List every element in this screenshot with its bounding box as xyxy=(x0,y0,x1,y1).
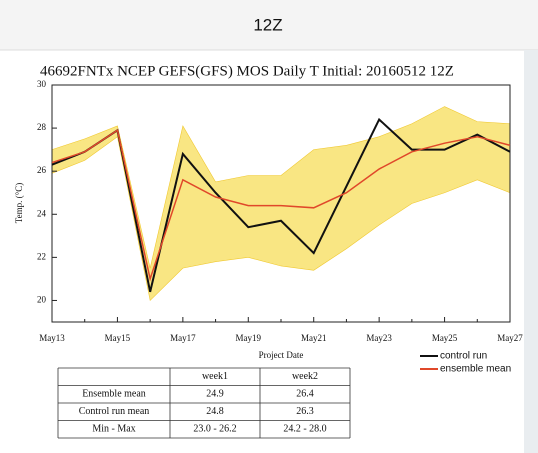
x-tick-label: May23 xyxy=(366,333,392,343)
y-tick-label: 24 xyxy=(37,208,47,218)
table-cell: 26.3 xyxy=(296,406,314,417)
table-cell: 24.2 - 28.0 xyxy=(283,424,326,435)
table-cell: 24.9 xyxy=(206,389,224,400)
y-tick-label: 28 xyxy=(37,122,47,132)
legend-label: control run xyxy=(440,351,487,362)
table-cell: Ensemble mean xyxy=(82,389,146,400)
x-tick-label: May17 xyxy=(170,333,196,343)
table-cell: 23.0 - 26.2 xyxy=(193,424,236,435)
header-title: 12Z xyxy=(253,15,282,34)
x-tick-label: May15 xyxy=(105,333,131,343)
x-tick-label: May27 xyxy=(497,333,523,343)
table-header: week1 xyxy=(202,371,228,382)
legend-label: ensemble mean xyxy=(440,364,511,375)
y-tick-label: 22 xyxy=(37,251,46,261)
side-strip xyxy=(524,50,538,453)
table-cell: Control run mean xyxy=(79,406,150,417)
y-tick-label: 26 xyxy=(37,165,47,175)
y-tick-label: 20 xyxy=(37,295,47,305)
chart-title: 46692FNTx NCEP GEFS(GFS) MOS Daily T Ini… xyxy=(40,63,454,79)
table-cell: 26.4 xyxy=(296,389,314,400)
y-tick-label: 30 xyxy=(37,79,47,89)
table-header: week2 xyxy=(292,371,318,382)
x-tick-label: May21 xyxy=(301,333,327,343)
table-cell: Min - Max xyxy=(92,424,135,435)
x-axis-label: Project Date xyxy=(259,350,304,360)
x-tick-label: May13 xyxy=(39,333,65,343)
screen: 12Z 46692FNTx NCEP GEFS(GFS) MOS Daily T… xyxy=(0,0,538,453)
x-tick-label: May19 xyxy=(236,333,262,343)
table-cell: 24.8 xyxy=(206,406,224,417)
x-tick-label: May25 xyxy=(432,333,458,343)
y-axis-label: Temp. (°C) xyxy=(14,183,24,223)
ensemble-spread xyxy=(52,107,510,301)
